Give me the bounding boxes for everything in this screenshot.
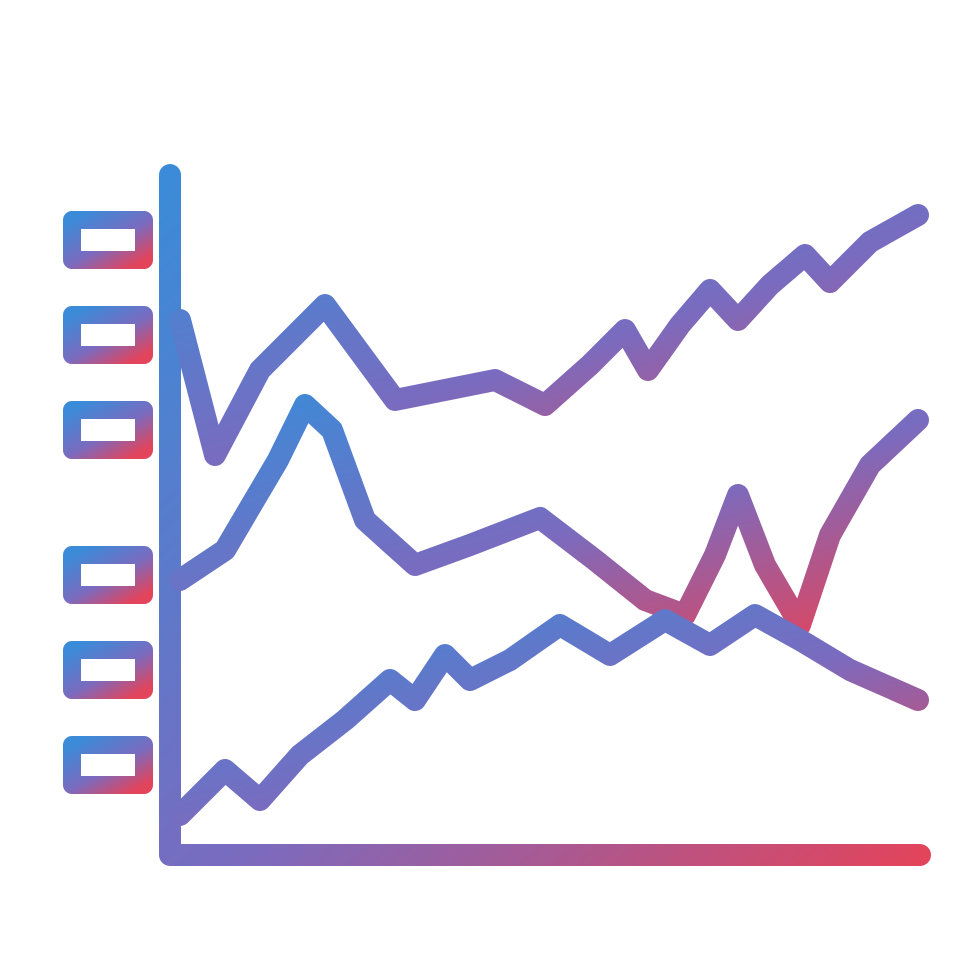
ytick-box	[72, 410, 144, 450]
series-middle	[180, 405, 918, 625]
ytick-box	[72, 745, 144, 785]
line-chart-icon	[0, 0, 980, 980]
ytick-box	[72, 220, 144, 260]
series-bottom	[180, 615, 918, 815]
ytick-box	[72, 315, 144, 355]
ytick-box	[72, 650, 144, 690]
ytick-box	[72, 555, 144, 595]
